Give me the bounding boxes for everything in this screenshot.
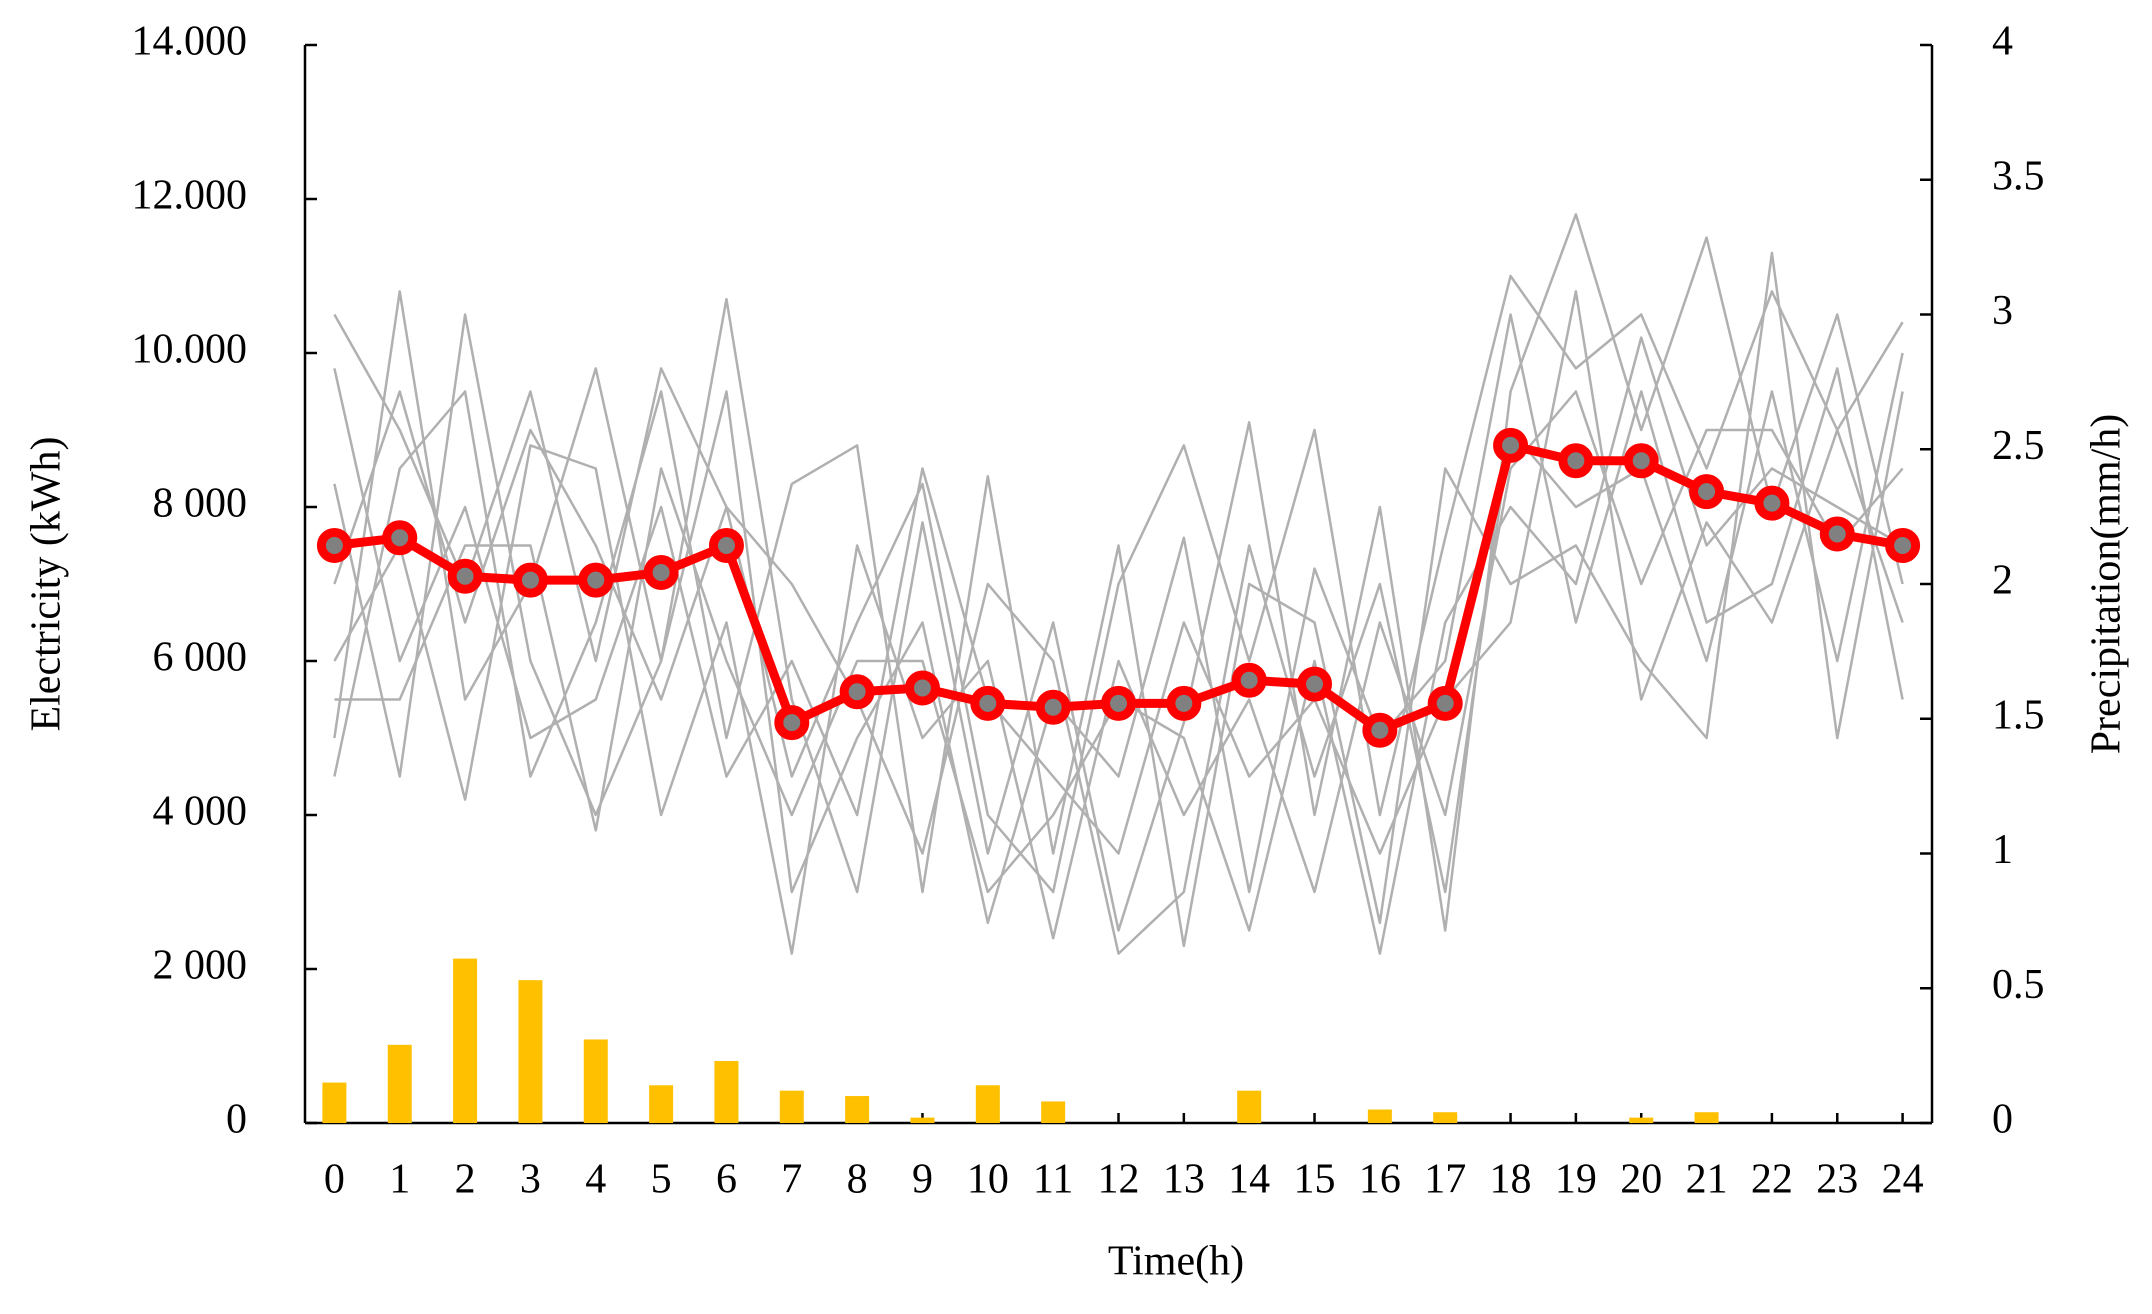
marker [1885, 528, 1921, 563]
marker [970, 685, 1006, 721]
x-tick-label: 21 [1686, 1157, 1728, 1203]
y-tick-label: 12.000 [132, 173, 248, 219]
x-tick-label: 8 [847, 1157, 868, 1203]
x-tick-label: 22 [1751, 1157, 1793, 1203]
y-tick-label: 4 000 [153, 789, 248, 835]
marker [1362, 712, 1398, 748]
x-axis-label: Time(h) [1108, 1239, 1244, 1285]
x-tick-label: 16 [1359, 1157, 1401, 1203]
marker [1297, 666, 1333, 702]
y2-tick-label: 0.5 [1992, 962, 2045, 1008]
marker [1819, 516, 1855, 552]
x-tick-label: 18 [1490, 1157, 1532, 1203]
bar [1433, 1112, 1458, 1123]
bar [322, 1082, 347, 1123]
y2-tick-label: 0 [1992, 1097, 2013, 1143]
profile-line [333, 352, 1904, 955]
marker [1754, 485, 1790, 521]
bar [779, 1090, 804, 1123]
bar [1237, 1090, 1262, 1123]
profile-line [334, 336, 1904, 955]
y2-tick-label: 4 [1992, 19, 2013, 65]
marker [1427, 685, 1463, 721]
x-tick-label: 9 [912, 1157, 933, 1203]
profile-line [333, 290, 1904, 855]
y2-tick-label: 1.5 [1992, 692, 2045, 738]
x-tick-label: 19 [1555, 1157, 1597, 1203]
y2-tick-label: 3.5 [1992, 153, 2045, 199]
marker [382, 520, 418, 556]
marker [512, 562, 548, 598]
x-tick-label: 4 [585, 1157, 606, 1203]
x-tick-label: 13 [1163, 1157, 1205, 1203]
marker [1493, 427, 1529, 463]
marker [1623, 443, 1659, 479]
bar [1041, 1101, 1066, 1123]
x-tick-label: 6 [716, 1157, 737, 1203]
profile-line [333, 251, 1904, 948]
x-tick-label: 7 [781, 1157, 802, 1203]
profile-line [333, 274, 1904, 894]
x-tick-label: 14 [1228, 1157, 1270, 1203]
y-tick-label: 8 000 [153, 481, 248, 527]
marker [774, 705, 810, 741]
y-tick-label: 14.000 [132, 19, 248, 65]
marker [839, 674, 875, 710]
x-tick-label: 20 [1620, 1157, 1662, 1203]
marker [643, 554, 679, 590]
marker [1689, 474, 1725, 510]
x-tick-label: 10 [967, 1157, 1009, 1203]
bar [714, 1061, 739, 1123]
x-tick-label: 0 [324, 1157, 345, 1203]
bar [518, 980, 543, 1123]
marker [1101, 685, 1136, 721]
bar [845, 1096, 870, 1123]
marker [1166, 685, 1202, 721]
x-tick-label: 12 [1098, 1157, 1140, 1203]
marker [1558, 443, 1594, 479]
y2-axis-label: Precipitation(mm/h) [2084, 414, 2130, 755]
marker [578, 562, 614, 598]
y-tick-label: 10.000 [132, 327, 248, 373]
x-tick-label: 15 [1294, 1157, 1336, 1203]
marker [904, 670, 940, 706]
bar [910, 1117, 935, 1123]
bar [1694, 1112, 1719, 1123]
bar [1629, 1117, 1654, 1123]
x-tick-label: 3 [520, 1157, 541, 1203]
x-tick-label: 5 [651, 1157, 672, 1203]
profile-line [333, 390, 1904, 955]
x-tick-label: 24 [1882, 1157, 1924, 1203]
bar [1367, 1109, 1392, 1123]
y2-tick-label: 3 [1992, 288, 2013, 334]
bar [975, 1085, 1000, 1123]
profile-line [333, 313, 1904, 925]
marker [1231, 662, 1267, 698]
profile-line [333, 213, 1904, 932]
y-tick-label: 6 000 [153, 635, 248, 681]
y2-tick-label: 2.5 [1992, 423, 2045, 469]
marker [1035, 689, 1071, 725]
x-tick-label: 2 [455, 1157, 476, 1203]
bar [583, 1039, 608, 1123]
x-tick-label: 17 [1424, 1157, 1466, 1203]
y-axis-label: Electricity (kWh) [24, 436, 70, 731]
marker [708, 528, 744, 563]
x-tick-label: 11 [1033, 1157, 1073, 1203]
y-tick-label: 2 000 [153, 943, 248, 989]
x-tick-label: 23 [1816, 1157, 1858, 1203]
x-tick-label: 1 [389, 1157, 410, 1203]
marker [316, 528, 352, 563]
y2-tick-label: 2 [1992, 558, 2013, 604]
marker [447, 558, 483, 594]
bar [387, 1044, 412, 1123]
bar [453, 958, 478, 1123]
y2-tick-label: 1 [1992, 827, 2013, 873]
bar [649, 1085, 674, 1123]
y-tick-label: 0 [226, 1097, 247, 1143]
